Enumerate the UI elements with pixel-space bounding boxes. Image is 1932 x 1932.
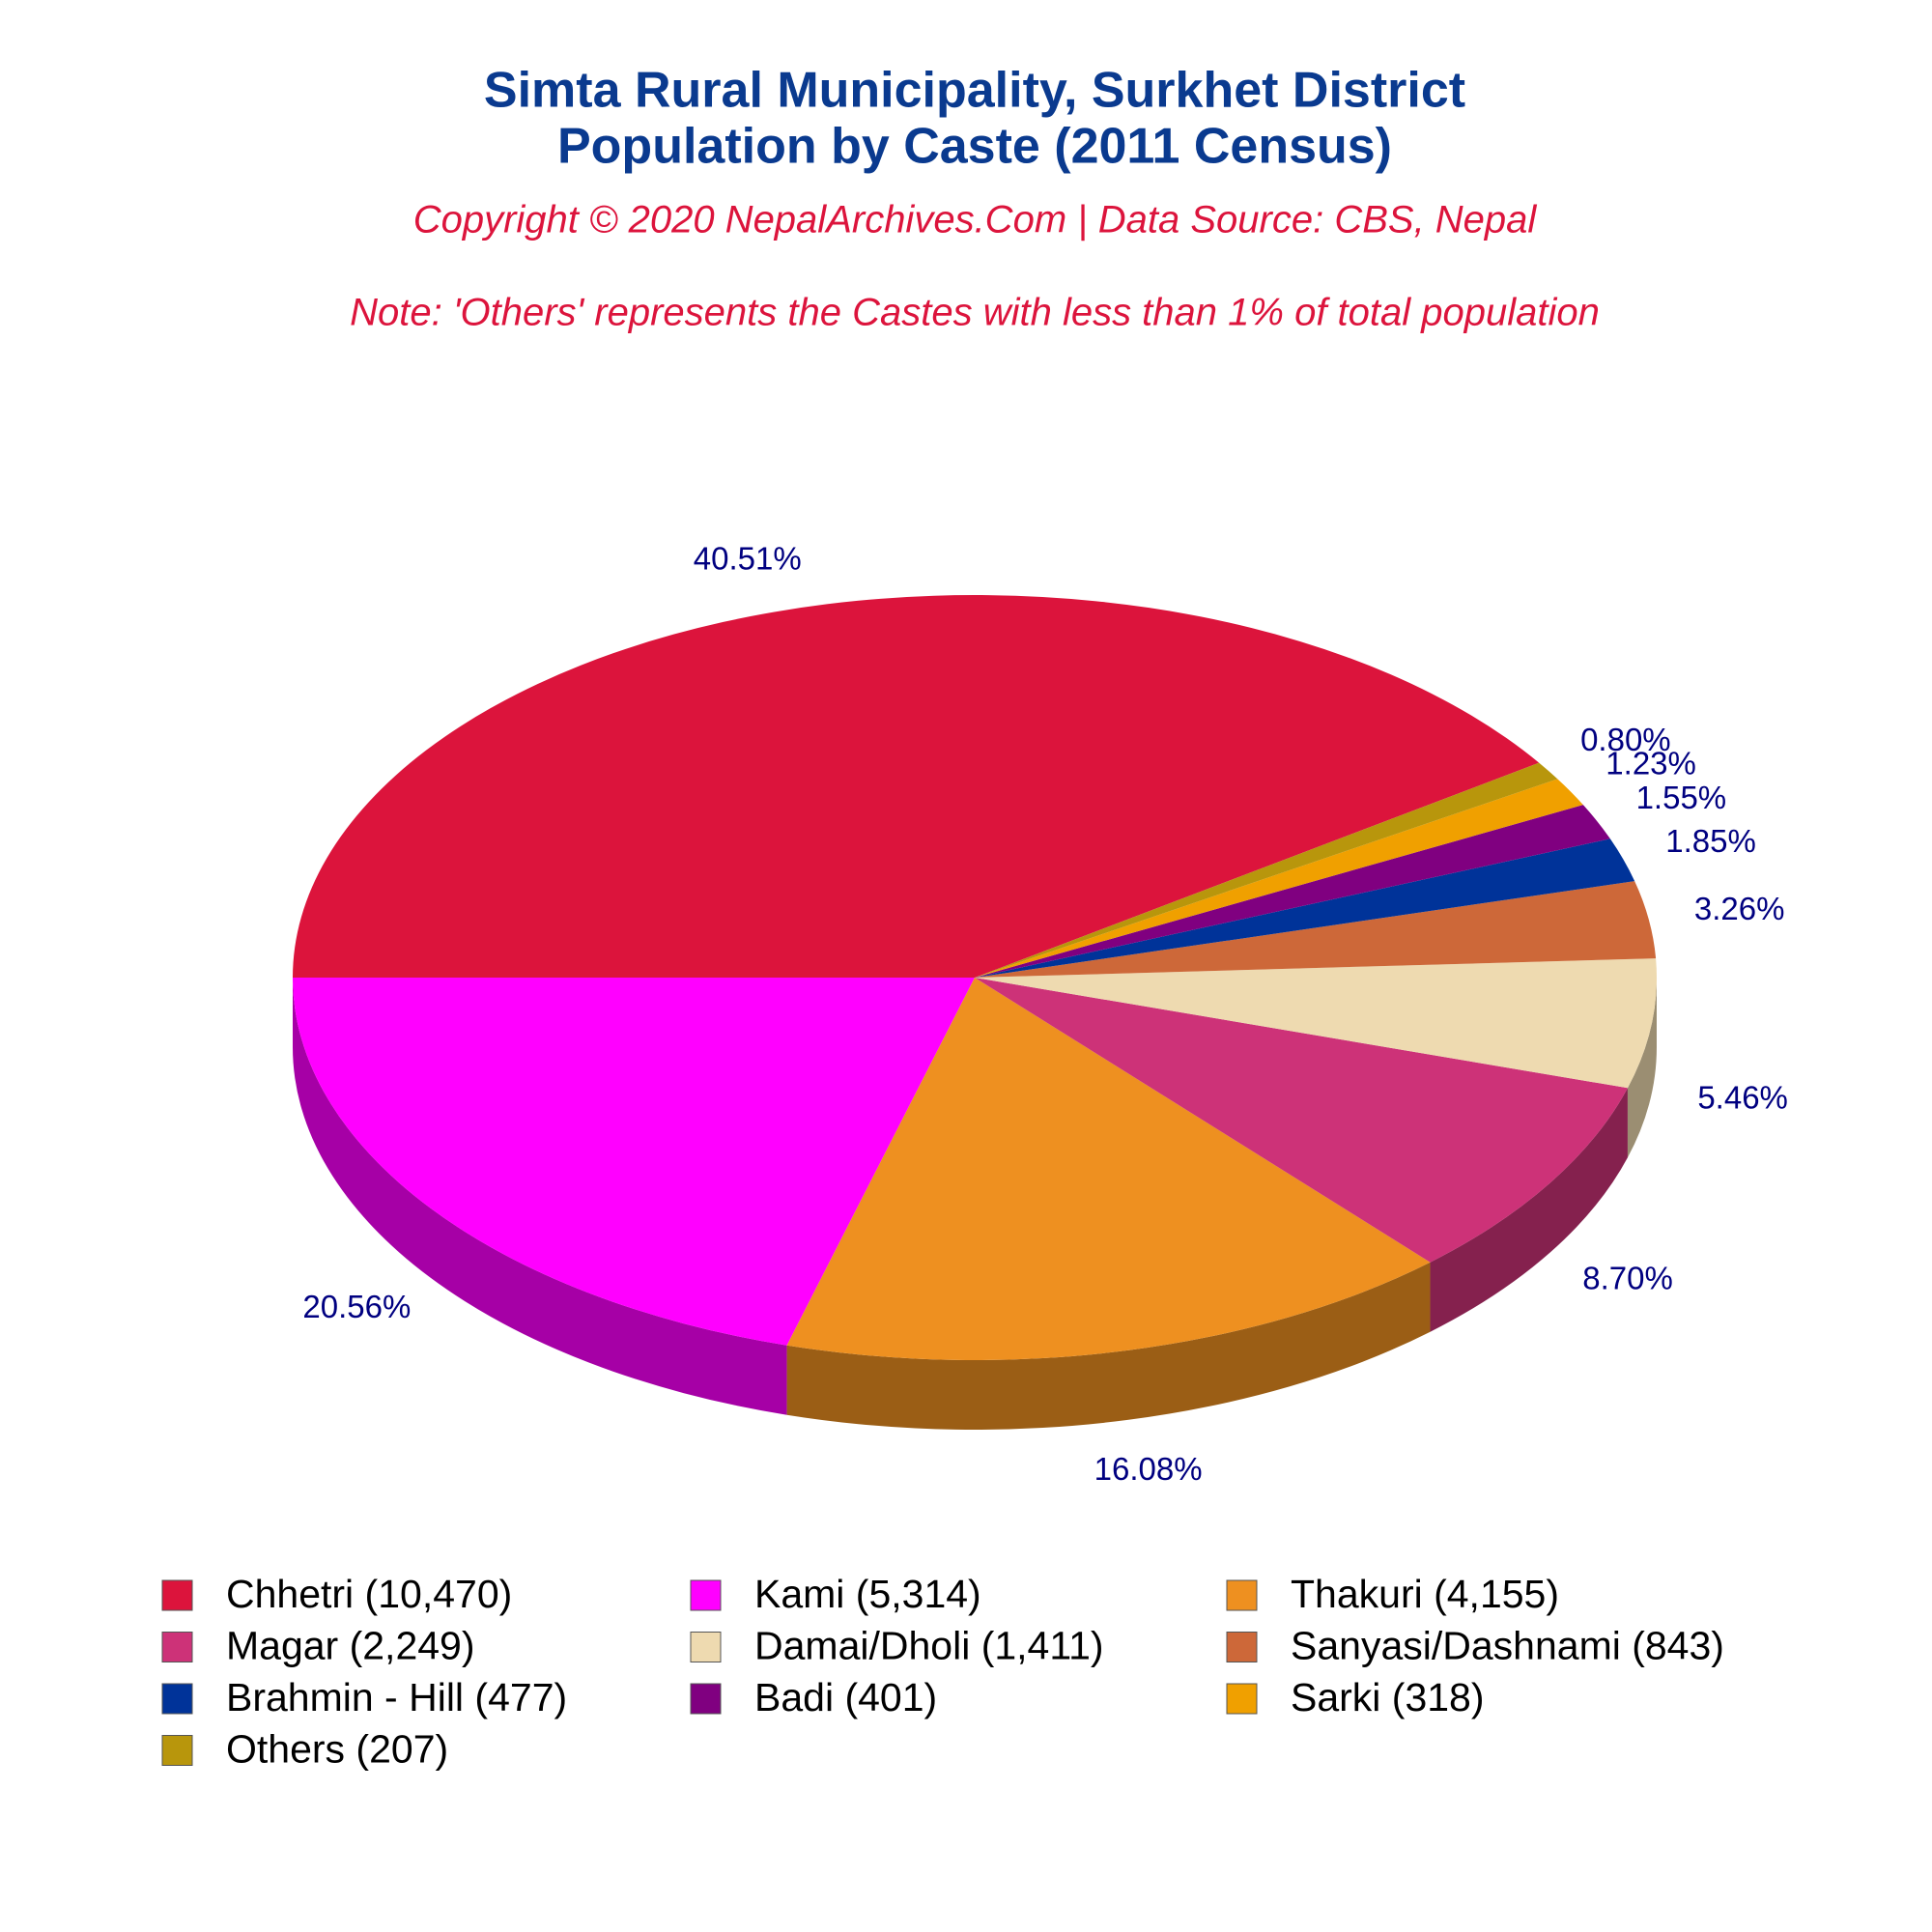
slice (975, 958, 1657, 1089)
legend-swatch (1226, 1683, 1258, 1715)
data-label: 1.55% (1636, 780, 1727, 815)
chart-title: Simta Rural Municipality, Surkhet Distri… (484, 63, 1465, 119)
legend-swatch (1226, 1632, 1258, 1662)
slice (786, 978, 1431, 1360)
legend-swatch (161, 1579, 193, 1611)
data-label: 8.70% (1582, 1261, 1673, 1296)
legend-label: Kami (5,314) (754, 1572, 981, 1616)
legend-label: Magar (2,249) (226, 1623, 475, 1667)
data-label: 16.08% (1094, 1451, 1203, 1487)
slice (975, 779, 1583, 978)
legend-label: Badi (401) (754, 1675, 937, 1719)
data-label: 40.51% (694, 541, 802, 577)
source: Copyright © 2020 NepalArchives.Com | Dat… (413, 199, 1538, 242)
legend-swatch (690, 1632, 722, 1662)
slice-side (786, 1262, 1431, 1430)
slice-side (1627, 978, 1657, 1158)
slice (975, 881, 1657, 978)
legend-label: Chhetri (10,470) (226, 1572, 512, 1616)
chart-subtitle: Population by Caste (2011 Census) (557, 119, 1392, 175)
data-label: 0.80% (1580, 722, 1671, 757)
legend-label: Others (207) (226, 1726, 448, 1771)
legend-label: Brahmin - Hill (477) (226, 1675, 567, 1719)
legend-swatch (690, 1579, 722, 1611)
legend-label: Sarki (318) (1291, 1675, 1485, 1719)
slice (975, 762, 1558, 978)
legend-swatch (161, 1735, 193, 1766)
note: Note: 'Others' represents the Castes wit… (350, 292, 1600, 334)
data-label: 5.46% (1697, 1079, 1788, 1115)
legend-swatch (161, 1632, 193, 1662)
legend-label: Thakuri (4,155) (1291, 1572, 1559, 1616)
data-label: 1.85% (1665, 823, 1756, 859)
legend-label: Sanyasi/Dashnami (843) (1291, 1623, 1724, 1667)
legend-swatch (690, 1683, 722, 1715)
slice-side (293, 978, 787, 1415)
slice (975, 805, 1610, 978)
legend-swatch (1226, 1579, 1258, 1611)
data-label: 1.23% (1605, 746, 1696, 781)
data-label: 3.26% (1694, 891, 1785, 926)
slice (975, 978, 1628, 1263)
slice-side (1430, 1088, 1628, 1332)
legend-label: Damai/Dholi (1,411) (754, 1623, 1104, 1667)
slice (293, 978, 975, 1346)
data-label: 20.56% (302, 1289, 411, 1324)
slice (975, 838, 1635, 978)
legend-swatch (161, 1683, 193, 1715)
slice (293, 594, 1540, 978)
